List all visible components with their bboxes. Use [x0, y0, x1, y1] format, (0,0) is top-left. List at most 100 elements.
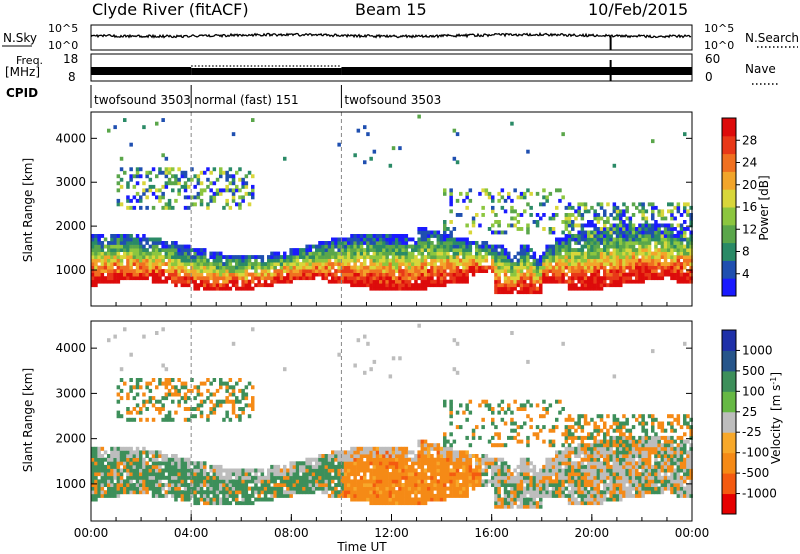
power-cell: [641, 251, 645, 256]
velocity-cell: [161, 407, 165, 411]
velocity-cell: [148, 396, 153, 401]
power-cell: [638, 202, 642, 207]
power-cell: [241, 276, 245, 281]
power-cell: [567, 251, 572, 256]
power-cell: [612, 163, 617, 168]
velocity-cell: [404, 497, 409, 502]
velocity-cell: [126, 407, 130, 411]
velocity-cell: [126, 472, 130, 477]
velocity-cell: [497, 472, 501, 477]
velocity-cell: [289, 490, 293, 495]
power-cell: [171, 244, 175, 249]
power-cell: [260, 272, 265, 277]
velocity-cell: [439, 483, 444, 487]
power-cell: [369, 156, 373, 161]
velocity-cell: [430, 483, 434, 487]
velocity-cell: [407, 490, 412, 495]
power-cell: [683, 255, 687, 259]
velocity-cell: [519, 472, 524, 477]
velocity-cell: [321, 486, 325, 491]
power-cell: [401, 234, 405, 238]
power-cell: [295, 251, 300, 256]
power-cell: [449, 234, 453, 238]
velocity-cell: [212, 392, 217, 397]
power-cell: [423, 265, 428, 270]
power-cell: [395, 241, 399, 245]
power-cell: [177, 181, 181, 186]
power-cell: [238, 188, 242, 193]
power-cell: [657, 213, 661, 217]
power-cell: [119, 241, 124, 245]
velocity-cell: [151, 457, 156, 462]
power-cell: [686, 258, 690, 263]
power-cell: [238, 272, 242, 277]
velocity-cell: [551, 443, 556, 448]
power-cell: [398, 262, 402, 266]
velocity-cell: [507, 407, 511, 411]
power-cell: [583, 283, 588, 288]
velocity-cell: [260, 490, 265, 495]
power-cell: [465, 251, 469, 256]
power-cell: [417, 227, 421, 231]
velocity-cell: [97, 483, 101, 487]
power-cell: [97, 234, 101, 238]
power-cell: [206, 262, 210, 266]
power-cell: [670, 227, 674, 231]
power-cell: [455, 258, 460, 263]
power-cell: [113, 237, 117, 242]
velocity-cell: [257, 475, 261, 480]
power-cell: [660, 209, 665, 214]
power-cell: [267, 265, 271, 270]
power-cell: [631, 258, 636, 263]
power-cell: [558, 262, 562, 266]
power-cell: [359, 276, 364, 281]
power-cell: [494, 262, 498, 266]
power-cell: [334, 262, 338, 266]
power-cell: [491, 244, 495, 249]
power-cell: [100, 276, 105, 281]
power-cell: [561, 237, 565, 242]
velocity-cell: [503, 464, 508, 469]
velocity-cell: [503, 479, 508, 484]
power-cell: [599, 283, 604, 288]
velocity-cell: [484, 479, 489, 484]
velocity-cell: [462, 450, 466, 455]
velocity-cell: [513, 486, 517, 491]
power-cell: [673, 234, 677, 238]
power-cell: [497, 230, 501, 235]
power-cell: [468, 248, 473, 252]
velocity-cell: [97, 493, 101, 498]
power-cell: [193, 184, 197, 189]
velocity-cell: [126, 396, 130, 401]
power-cell: [523, 195, 527, 200]
power-cell: [577, 205, 581, 210]
velocity-cell: [427, 486, 431, 491]
power-cell: [225, 258, 229, 263]
velocity-cell: [372, 461, 377, 466]
power-cell: [603, 255, 607, 259]
velocity-cell: [510, 421, 514, 426]
velocity-cell: [305, 475, 309, 480]
velocity-cell: [94, 486, 98, 491]
velocity-cell: [187, 490, 191, 495]
velocity-cell: [199, 490, 204, 495]
power-cell: [215, 279, 220, 284]
velocity-cell: [331, 490, 335, 495]
power-cell: [174, 251, 178, 256]
velocity-cell: [203, 497, 207, 502]
power-cell: [577, 248, 581, 252]
velocity-cell: [161, 461, 165, 466]
velocity-cell: [190, 483, 194, 487]
power-cell: [433, 269, 437, 273]
velocity-cell: [158, 493, 162, 498]
velocity-cell: [507, 464, 511, 469]
velocity-cell: [91, 483, 95, 487]
power-cell: [417, 241, 421, 245]
power-cell: [151, 251, 156, 256]
velocity-cell: [411, 461, 415, 466]
velocity-cell: [443, 399, 447, 404]
power-cell: [251, 188, 255, 193]
velocity-cell: [516, 486, 521, 491]
velocity-cell: [436, 454, 441, 458]
power-cell: [91, 234, 95, 238]
